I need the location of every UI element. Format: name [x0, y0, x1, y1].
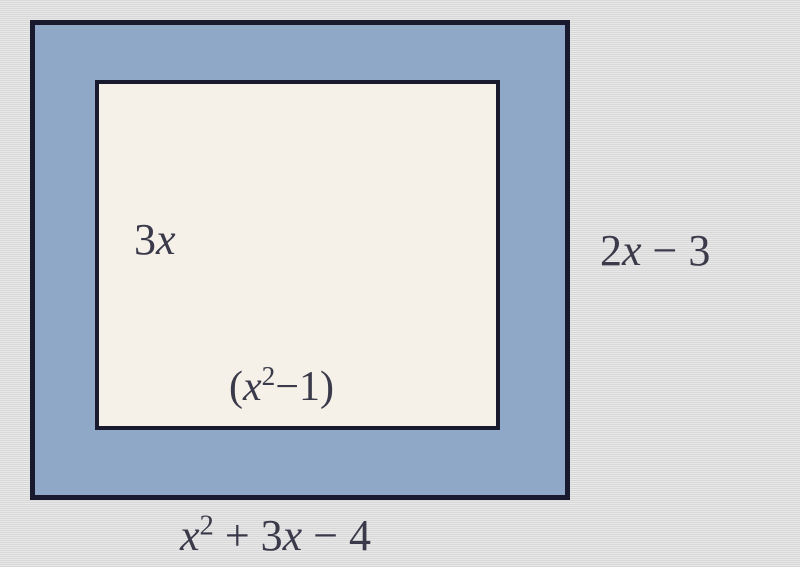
- outer-width-var1: x: [180, 511, 200, 560]
- outer-width-rest: − 4: [302, 511, 371, 560]
- outer-rectangle: 3x (x2−1): [30, 20, 570, 500]
- inner-height-coef: 3: [134, 215, 156, 264]
- inner-width-rest: −1): [275, 364, 334, 410]
- outer-height-rest: − 3: [642, 226, 711, 275]
- outer-width-exp: 2: [200, 510, 214, 541]
- inner-height-label: 3x: [134, 214, 176, 265]
- outer-width-var2: x: [283, 511, 303, 560]
- inner-width-open-paren: (: [229, 364, 243, 410]
- inner-width-var: x: [243, 364, 262, 410]
- outer-width-label: x2 + 3x − 4: [180, 510, 371, 561]
- outer-height-label: 2x − 3: [600, 225, 710, 276]
- inner-width-label: (x2−1): [229, 361, 334, 411]
- outer-width-mid: + 3: [214, 511, 283, 560]
- outer-height-var: x: [622, 226, 642, 275]
- inner-rectangle: 3x (x2−1): [95, 80, 500, 430]
- inner-width-exp: 2: [262, 361, 276, 391]
- outer-height-coef: 2: [600, 226, 622, 275]
- inner-height-var: x: [156, 215, 176, 264]
